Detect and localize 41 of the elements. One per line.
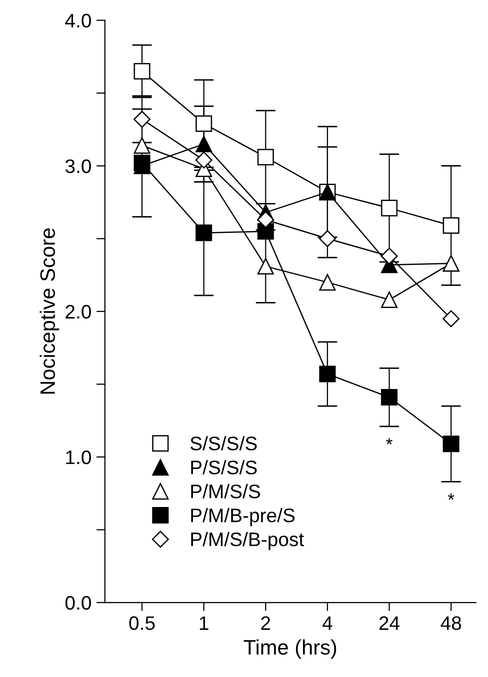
point [319,274,336,291]
point [134,137,150,154]
point [442,217,460,234]
legend-label: P/S/S/S [191,460,257,474]
point [134,62,150,80]
point [442,310,460,328]
y-tick-label: 2.0 [66,304,91,319]
point [380,200,398,216]
y-tick-label: 4.0 [65,14,91,28]
y-tick-label: 1.0 [66,450,91,464]
x-tick-label: 4 [322,616,332,630]
point [380,292,398,308]
legend-label: P/M/S/B-post [191,532,304,550]
point [196,136,212,152]
x-tick-label: 48 [440,616,462,630]
y-tick-label: 3.0 [65,159,91,174]
annotation: * [448,493,454,500]
point [380,248,398,265]
legend-label: S/S/S/S [190,436,257,450]
point [196,115,212,132]
point [134,110,150,128]
legend-label: P/M/S/S [191,484,260,498]
x-tick-label: 2 [261,616,270,630]
x-axis-title: Time (hrs) [244,639,336,659]
x-tick-label: 24 [379,616,400,630]
point [196,224,212,242]
point [318,230,336,248]
y-tick-label: 0.0 [65,596,91,610]
point [257,211,274,228]
y-axis-title: Nociceptive Score [40,228,60,394]
x-tick-label: 1 [200,616,208,630]
legend-label: P/M/B-pre/S [191,508,295,526]
point [380,389,398,406]
point [257,258,274,275]
x-tick-label: 0.5 [129,616,155,630]
point [134,154,150,172]
annotation: * [386,438,392,444]
point [319,366,336,382]
point [257,148,274,166]
point [442,436,460,452]
point [195,152,212,169]
